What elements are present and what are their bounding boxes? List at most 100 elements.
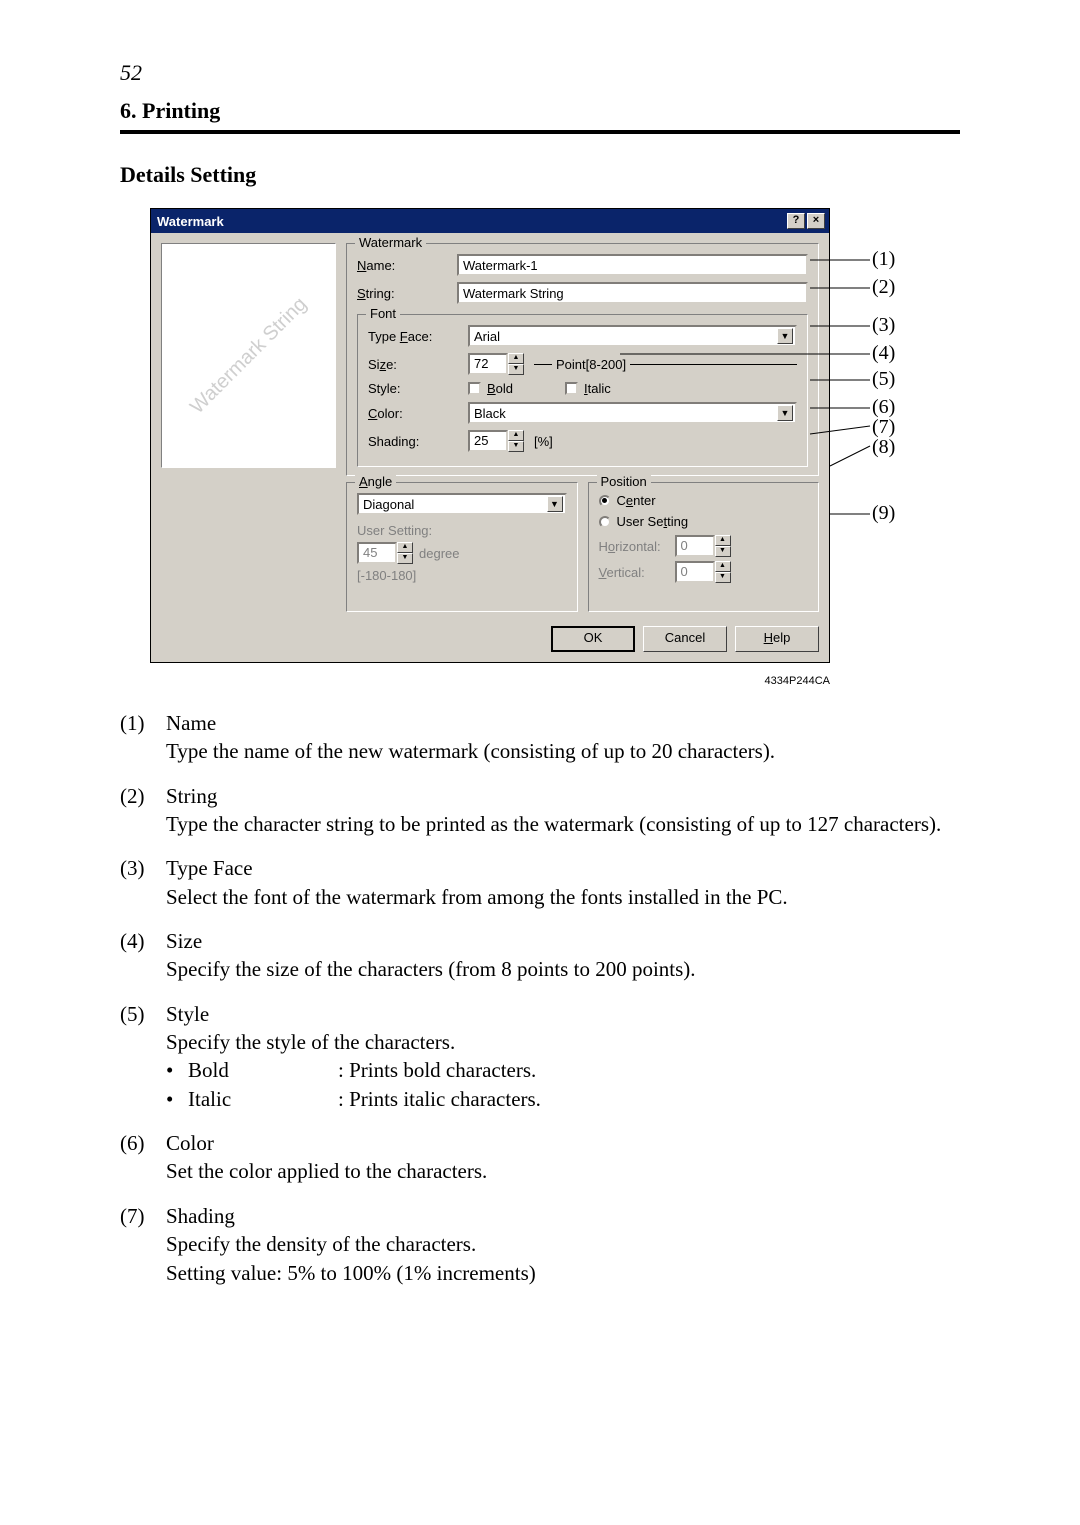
angle-group: Angle Diagonal ▼ User Setting: 45 ▲▼ [346, 482, 578, 612]
item-title: Type Face [166, 854, 960, 882]
size-value[interactable]: 72 [468, 353, 508, 375]
item-number: (6) [120, 1129, 166, 1186]
spinner-up-icon: ▲ [715, 561, 731, 572]
callout-8: (8) [872, 436, 895, 459]
angle-unit: degree [419, 546, 459, 561]
color-value: Black [474, 406, 506, 421]
page-number: 52 [120, 60, 960, 86]
description-item: (2)StringType the character string to be… [120, 782, 960, 839]
font-group-label: Font [366, 306, 400, 321]
help-icon[interactable]: ? [787, 213, 805, 229]
angle-range: [-180-180] [357, 568, 567, 583]
item-body: Specify the density of the characters. [166, 1230, 960, 1258]
description-item: (7)ShadingSpecify the density of the cha… [120, 1202, 960, 1287]
description-item: (1)NameType the name of the new watermar… [120, 709, 960, 766]
position-group: Position Center User Setting Horizontal: [588, 482, 820, 612]
string-input[interactable] [457, 282, 808, 304]
center-label: Center [617, 493, 656, 508]
section-header: 6. Printing [120, 98, 960, 134]
item-content: NameType the name of the new watermark (… [166, 709, 960, 766]
vertical-value: 0 [675, 561, 715, 583]
name-input[interactable] [457, 254, 808, 276]
item-body: Set the color applied to the characters. [166, 1157, 960, 1185]
description-item: (6)ColorSet the color applied to the cha… [120, 1129, 960, 1186]
dialog-titlebar: Watermark ? × [151, 209, 829, 233]
item-content: StringType the character string to be pr… [166, 782, 960, 839]
vertical-spinner: 0 ▲▼ [675, 561, 731, 583]
spinner-down-icon[interactable]: ▼ [508, 364, 524, 375]
spinner-up-icon[interactable]: ▲ [508, 353, 524, 364]
horizontal-label: Horizontal: [599, 539, 669, 554]
italic-checkbox[interactable] [565, 382, 578, 395]
item-content: SizeSpecify the size of the characters (… [166, 927, 960, 984]
string-label: String: [357, 286, 447, 301]
chevron-down-icon[interactable]: ▼ [547, 496, 563, 512]
bullet-row: •Bold: Prints bold characters. [166, 1056, 960, 1084]
vertical-label: Vertical: [599, 565, 669, 580]
spinner-up-icon: ▲ [715, 535, 731, 546]
item-title: Color [166, 1129, 960, 1157]
item-body: Specify the size of the characters (from… [166, 955, 960, 983]
item-number: (3) [120, 854, 166, 911]
spinner-up-icon: ▲ [397, 542, 413, 553]
spinner-down-icon: ▼ [715, 546, 731, 557]
spinner-down-icon[interactable]: ▼ [508, 441, 524, 452]
horizontal-value: 0 [675, 535, 715, 557]
user-radio[interactable] [599, 516, 611, 528]
spinner-down-icon: ▼ [397, 553, 413, 564]
spinner-up-icon[interactable]: ▲ [508, 430, 524, 441]
size-spinner[interactable]: 72 ▲▼ [468, 353, 524, 375]
horizontal-spinner: 0 ▲▼ [675, 535, 731, 557]
italic-label: Italic [584, 381, 611, 396]
item-title: Size [166, 927, 960, 955]
bold-checkbox[interactable] [468, 382, 481, 395]
callout-9: (9) [872, 502, 895, 525]
watermark-preview: Watermark String [161, 243, 336, 468]
item-body: Type the name of the new watermark (cons… [166, 737, 960, 765]
dialog-title: Watermark [157, 214, 224, 229]
item-number: (4) [120, 927, 166, 984]
item-content: Type FaceSelect the font of the watermar… [166, 854, 960, 911]
sub-header: Details Setting [120, 162, 960, 188]
item-number: (1) [120, 709, 166, 766]
typeface-label: Type Face: [368, 329, 458, 344]
angle-value: Diagonal [363, 497, 414, 512]
callout-5: (5) [872, 368, 895, 391]
shading-value[interactable]: 25 [468, 430, 508, 452]
chevron-down-icon[interactable]: ▼ [777, 405, 793, 421]
bullet-name: Bold [188, 1056, 338, 1084]
ok-button[interactable]: OK [551, 626, 635, 652]
cancel-button[interactable]: Cancel [643, 626, 727, 652]
shading-spinner[interactable]: 25 ▲▼ [468, 430, 524, 452]
item-number: (5) [120, 1000, 166, 1113]
shading-label: Shading: [368, 434, 458, 449]
typeface-select[interactable]: Arial ▼ [468, 325, 797, 347]
item-title: Style [166, 1000, 960, 1028]
bullet-name: Italic [188, 1085, 338, 1113]
angle-group-label: Angle [355, 474, 396, 489]
center-radio[interactable] [599, 495, 611, 507]
callout-4: (4) [872, 342, 895, 365]
user-label: User Setting [617, 514, 689, 529]
chevron-down-icon[interactable]: ▼ [777, 328, 793, 344]
item-body: Specify the style of the characters. [166, 1028, 960, 1056]
color-label: Color: [368, 406, 458, 421]
angle-user-label: User Setting: [357, 523, 567, 538]
spinner-down-icon: ▼ [715, 572, 731, 583]
style-label: Style: [368, 381, 458, 396]
group-label: Watermark [355, 235, 426, 250]
callout-2: (2) [872, 276, 895, 299]
close-icon[interactable]: × [807, 213, 825, 229]
item-number: (2) [120, 782, 166, 839]
help-button[interactable]: Help [735, 626, 819, 652]
item-title: String [166, 782, 960, 810]
description-item: (3)Type FaceSelect the font of the water… [120, 854, 960, 911]
bullet-desc: : Prints bold characters. [338, 1056, 536, 1084]
bullet-desc: : Prints italic characters. [338, 1085, 541, 1113]
angle-select[interactable]: Diagonal ▼ [357, 493, 567, 515]
size-hint: Point[8-200] [552, 357, 630, 372]
color-select[interactable]: Black ▼ [468, 402, 797, 424]
description-item: (4)SizeSpecify the size of the character… [120, 927, 960, 984]
item-content: StyleSpecify the style of the characters… [166, 1000, 960, 1113]
name-label: Name: [357, 258, 447, 273]
